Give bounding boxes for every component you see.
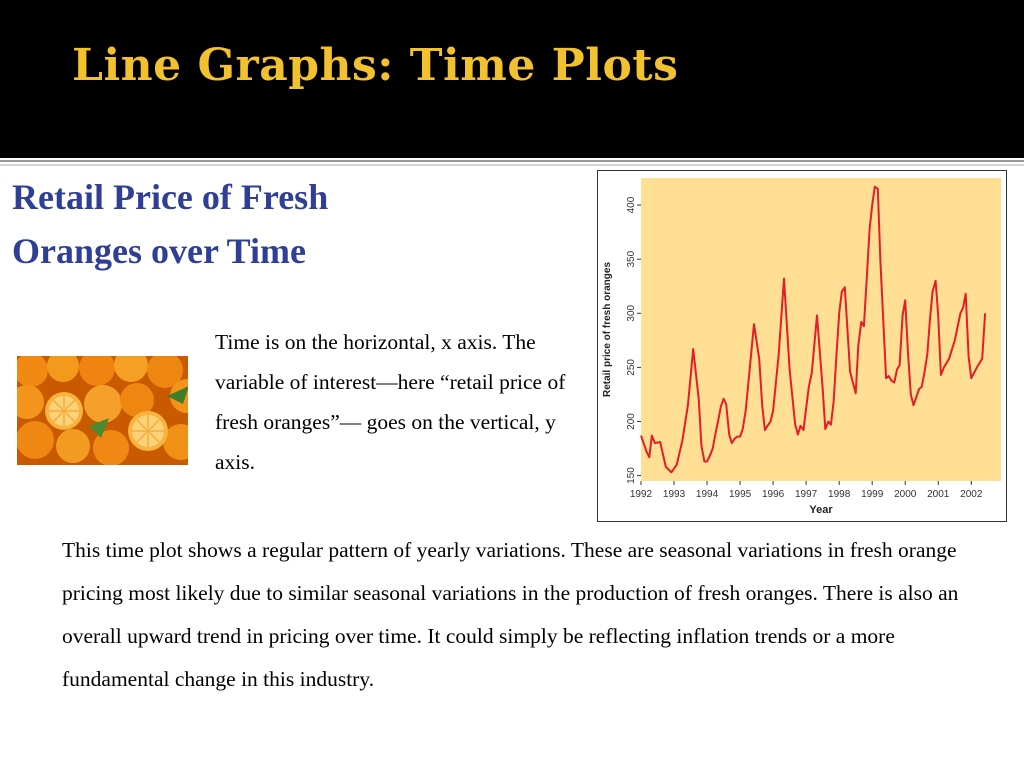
header-divider bbox=[0, 160, 1024, 162]
x-tick-label: 2001 bbox=[927, 489, 950, 500]
header-divider-light bbox=[0, 164, 1024, 166]
x-tick-label: 1996 bbox=[762, 489, 785, 500]
oranges-illustration bbox=[17, 356, 188, 465]
y-tick-label: 150 bbox=[626, 467, 637, 484]
time-plot: 150 200 250 300 350 400 1992 1993 1994 1995 1996 1… bbox=[597, 170, 1007, 522]
x-tick-label: 1997 bbox=[795, 489, 818, 500]
y-tick-label: 400 bbox=[626, 196, 637, 213]
axis-explanation: Time is on the horizontal, x axis. The v… bbox=[215, 330, 566, 474]
y-tick-label: 200 bbox=[626, 413, 637, 430]
oranges-photo bbox=[17, 356, 188, 465]
slide-title: Line Graphs: Time Plots bbox=[72, 40, 679, 91]
y-tick-label: 300 bbox=[626, 304, 637, 321]
x-tick-label: 2002 bbox=[960, 489, 983, 500]
summary-paragraph: This time plot shows a regular pattern o… bbox=[62, 538, 959, 691]
x-axis-label: Year bbox=[809, 504, 833, 516]
x-tick-label: 1999 bbox=[861, 489, 884, 500]
y-tick-label: 350 bbox=[626, 250, 637, 267]
slide-subtitle: Retail Price of Fresh Oranges over Time bbox=[12, 177, 329, 271]
title-bar: Line Graphs: Time Plots bbox=[0, 0, 1024, 158]
y-axis-ticks: 150 200 250 300 350 400 bbox=[626, 196, 641, 484]
x-axis-ticks: 1992 1993 1994 1995 1996 1997 1998 1999 2000 2001… bbox=[630, 481, 983, 500]
x-tick-label: 1993 bbox=[663, 489, 686, 500]
x-tick-label: 2000 bbox=[894, 489, 917, 500]
plot-area bbox=[641, 178, 1001, 481]
y-tick-label: 250 bbox=[626, 359, 637, 376]
x-tick-label: 1995 bbox=[729, 489, 752, 500]
x-tick-label: 1994 bbox=[696, 489, 719, 500]
x-tick-label: 1992 bbox=[630, 489, 653, 500]
y-axis-label: Retail price of fresh oranges bbox=[602, 262, 613, 397]
series-line bbox=[640, 185, 987, 474]
x-tick-label: 1998 bbox=[828, 489, 851, 500]
